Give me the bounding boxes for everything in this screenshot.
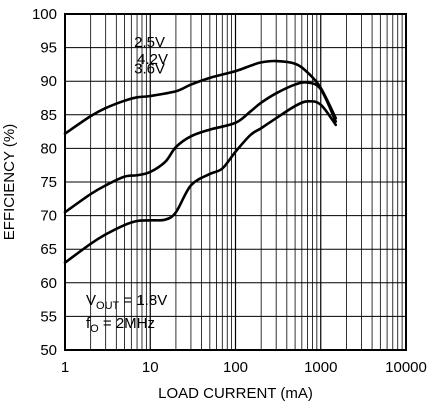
y-tick-label: 50 [40, 342, 57, 359]
x-axis-title: LOAD CURRENT (mA) [158, 385, 313, 402]
y-tick-label: 90 [40, 73, 57, 90]
y-tick-label: 95 [40, 40, 57, 57]
y-tick-label: 55 [40, 308, 57, 325]
x-tick-label: 1 [61, 359, 69, 376]
series-line-2-5v [63, 59, 338, 135]
series-line-3-6v [63, 80, 338, 214]
y-tick-label: 100 [32, 6, 57, 23]
x-tick-label: 100 [223, 359, 248, 376]
label-layer: 2.5V 3.6V4.2V [134, 34, 168, 77]
x-tick-label: 10 [142, 359, 159, 376]
y-tick-labels: 50 55 60 65 70 75 80 85 90 95 100 [32, 6, 57, 359]
x-tick-label: 10000 [385, 359, 427, 376]
series-label-4-2v: 4.2V [137, 51, 168, 68]
fo-value: = 2MHz [99, 315, 155, 332]
fo-symbol: f [86, 315, 91, 332]
conditions-annotation: VOUT = 1.8V fO = 2MHz [86, 292, 167, 335]
y-tick-label: 75 [40, 174, 57, 191]
y-axis-title: EFFICIENCY (%) [1, 124, 18, 240]
series-label-3-6v: 3.6V [134, 60, 165, 77]
y-tick-label: 60 [40, 275, 57, 292]
plot-frame [64, 13, 407, 351]
fo-annotation: fO = 2MHz [86, 315, 155, 335]
vout-value: = 1.8V [119, 292, 167, 309]
x-tick-label: 1000 [304, 359, 337, 376]
vout-subscript: OUT [96, 300, 120, 312]
vout-symbol: V [86, 292, 96, 309]
y-tick-label: 65 [40, 241, 57, 258]
y-tick-label: 85 [40, 107, 57, 124]
fo-subscript: O [90, 323, 99, 335]
y-tick-label: 70 [40, 208, 57, 225]
series-layer [63, 59, 338, 264]
series-line-4-2v [63, 99, 338, 264]
series-label-2-5v: 2.5V [134, 34, 165, 51]
x-tick-labels: 1 10 100 1000 10000 [61, 359, 427, 376]
vout-annotation: VOUT = 1.8V [86, 292, 167, 312]
y-tick-label: 80 [40, 140, 57, 157]
